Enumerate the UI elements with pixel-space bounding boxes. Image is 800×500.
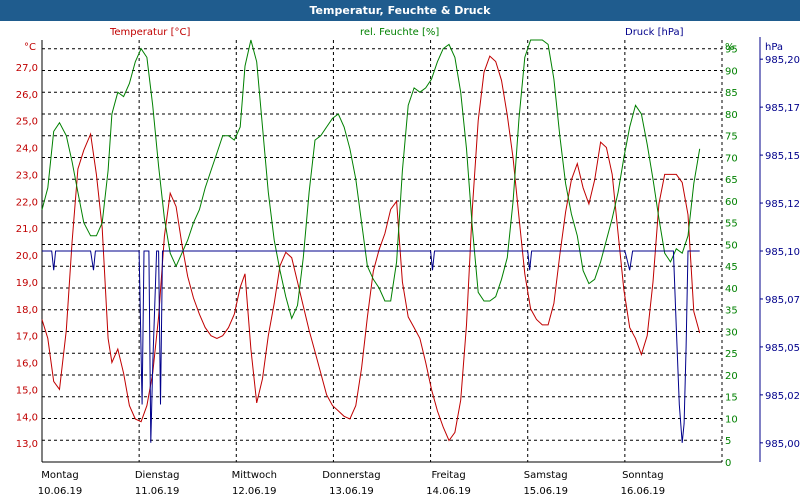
humidity-tick-label: 80 [725,110,738,121]
x-tick-date: 14.06.19 [426,486,471,497]
x-tick-day: Samstag [524,470,568,481]
temperature-tick-label: 20,0 [16,251,38,262]
temperature-tick-label: 24,0 [16,144,38,155]
temperature-tick-label: 17,0 [16,332,38,343]
humidity-line [41,39,701,320]
temperature-unit: °C [24,42,36,53]
pressure-tick-label: 985,10 [765,247,800,258]
temperature-tick-label: 15,0 [16,385,38,396]
x-tick-date: 15.06.19 [523,486,568,497]
x-tick-day: Dienstag [135,470,180,481]
humidity-tick-label: 35 [725,306,738,317]
humidity-tick-label: 0 [725,458,731,469]
humidity-tick-label: 95 [725,45,738,56]
temperature-tick-label: 25,0 [16,117,38,128]
pressure-tick-label: 985,00 [765,439,800,450]
temperature-tick-label: 27,0 [16,63,38,74]
chart-title: Temperatur, Feuchte & Druck [0,0,800,21]
x-tick-date: 12.06.19 [232,486,277,497]
temperature-tick-label: 19,0 [16,278,38,289]
x-tick-date: 16.06.19 [621,486,666,497]
humidity-tick-label: 15 [725,393,738,404]
humidity-tick-label: 55 [725,219,738,230]
temperature-line [41,55,701,442]
temperature-tick-label: 18,0 [16,305,38,316]
temperature-tick-label: 22,0 [16,197,38,208]
humidity-tick-label: 10 [725,414,738,425]
x-tick-day: Sonntag [622,470,664,481]
humidity-tick-label: 5 [725,436,731,447]
pressure-tick-label: 985,20 [765,55,800,66]
humidity-tick-label: 20 [725,371,738,382]
pressure-unit: hPa [765,42,783,53]
temperature-axis-label: Temperatur [°C] [109,27,190,38]
x-tick-day: Mittwoch [232,470,277,481]
humidity-tick-label: 25 [725,349,738,360]
x-tick-day: Montag [41,470,78,481]
x-tick-date: 13.06.19 [329,486,374,497]
pressure-tick-label: 985,07 [765,295,800,306]
humidity-tick-label: 75 [725,132,738,143]
humidity-tick-label: 70 [725,153,738,164]
humidity-axis-label: rel. Feuchte [%] [360,27,439,38]
x-tick-date: 10.06.19 [38,486,83,497]
humidity-tick-label: 60 [725,197,738,208]
humidity-tick-label: 85 [725,88,738,99]
x-tick-date: 11.06.19 [135,486,180,497]
pressure-tick-label: 985,02 [765,391,800,402]
temperature-tick-label: 16,0 [16,359,38,370]
pressure-tick-label: 985,15 [765,151,800,162]
x-tick-day: Freitag [431,470,465,481]
x-tick-day: Donnerstag [322,470,380,481]
pressure-tick-label: 985,05 [765,343,800,354]
temperature-tick-label: 21,0 [16,224,38,235]
humidity-tick-label: 40 [725,284,738,295]
pressure-tick-label: 985,12 [765,199,800,210]
humidity-tick-label: 65 [725,175,738,186]
humidity-tick-label: 30 [725,327,738,338]
temperature-tick-label: 14,0 [16,412,38,423]
pressure-axis-label: Druck [hPa] [625,27,684,38]
temperature-tick-label: 23,0 [16,170,38,181]
humidity-tick-label: 90 [725,66,738,77]
humidity-unit: % [725,42,735,53]
pressure-line [42,250,700,443]
humidity-tick-label: 50 [725,240,738,251]
humidity-tick-label: 45 [725,262,738,273]
pressure-tick-label: 985,17 [765,103,800,114]
temperature-tick-label: 26,0 [16,90,38,101]
temperature-tick-label: 13,0 [16,439,38,450]
